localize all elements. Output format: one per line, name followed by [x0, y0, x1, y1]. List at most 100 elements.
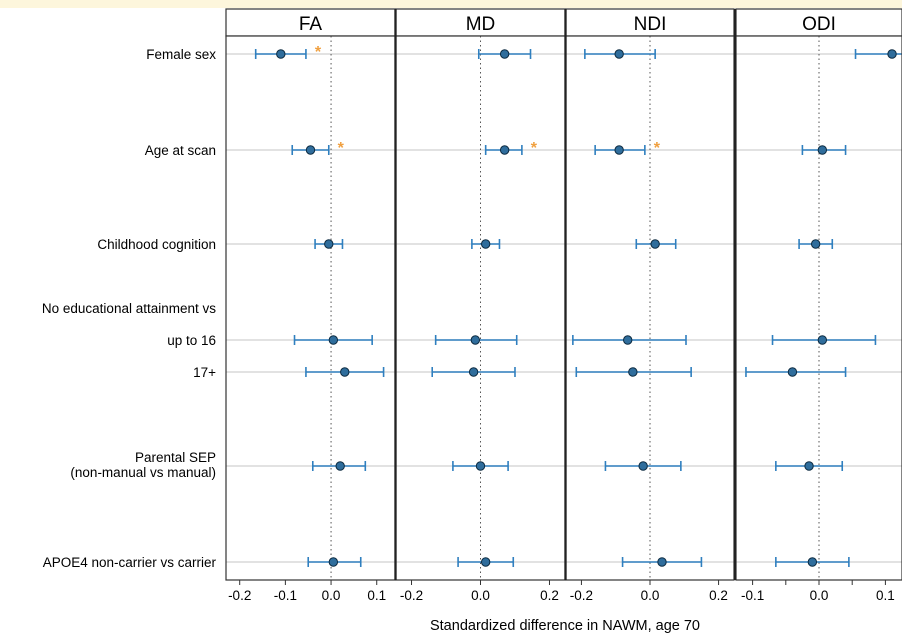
point-estimate	[499, 145, 510, 155]
point-estimate	[335, 461, 345, 471]
panel-strip-fa	[225, 8, 396, 37]
tick-label: 0.0	[471, 588, 490, 603]
estimate-md-apoe	[457, 557, 515, 567]
tick-label: 0.2	[540, 588, 559, 603]
x-axis-ndi: -0.2 0.0 0.2	[570, 580, 728, 603]
estimate-fa-sep	[311, 461, 367, 471]
estimate-odi-age	[801, 145, 847, 155]
tick-label: -0.1	[274, 588, 297, 603]
point-estimate	[614, 49, 624, 59]
point-estimate	[804, 461, 814, 471]
panel-strip-ndi	[565, 8, 735, 37]
row-label-sep-line-0: Parental SEP	[135, 450, 216, 465]
panels: FA * * -0.2 -0.1 0.0 0.1 MD * -0.2 0.0 0.2 NDI * -0.2 0…	[225, 8, 902, 603]
row-label-sep-line-1: (non-manual vs manual)	[70, 465, 216, 480]
point-estimate	[807, 557, 818, 567]
x-axis-odi: -0.1 0.0 0.1	[741, 580, 895, 603]
panel-md: MD * -0.2 0.0 0.2	[395, 8, 566, 603]
point-estimate	[475, 461, 486, 471]
tick-label: 0.1	[367, 588, 386, 603]
x-axis-title: Standardized difference in NAWM, age 70	[430, 618, 700, 634]
point-estimate	[480, 557, 491, 567]
top-band	[0, 0, 902, 8]
estimate-md-age: *	[484, 140, 538, 157]
panel-title-odi: ODI	[802, 14, 836, 35]
significance-star: *	[654, 140, 661, 157]
point-estimate	[480, 239, 491, 249]
estimate-fa-age: *	[291, 140, 345, 157]
tick-label: 0.0	[641, 588, 660, 603]
estimate-fa-edu16	[293, 335, 373, 345]
point-estimate	[499, 49, 510, 59]
row-labels: Female sex Age at scan Childhood cognition…	[42, 47, 217, 570]
x-axis-md: -0.2 0.0 0.2	[400, 580, 559, 603]
point-estimate	[623, 335, 633, 345]
row-label-cog: Childhood cognition	[97, 237, 216, 252]
point-estimate	[614, 145, 624, 155]
row-label-edu_header: No educational attainment vs	[42, 301, 216, 316]
estimate-odi-apoe	[775, 557, 850, 567]
estimate-odi-edu17	[745, 367, 847, 377]
point-estimate	[340, 367, 350, 377]
panel-title-md: MD	[466, 14, 496, 35]
panel-fa: FA * * -0.2 -0.1 0.0 0.1	[225, 8, 396, 603]
estimate-fa-apoe	[307, 557, 362, 567]
point-estimate	[817, 335, 828, 345]
tick-label: -0.2	[228, 588, 251, 603]
estimate-ndi-edu17	[575, 367, 692, 377]
row-label-apoe: APOE4 non-carrier vs carrier	[43, 555, 217, 570]
tick-label: -0.2	[400, 588, 423, 603]
estimate-odi-edu16	[771, 335, 877, 345]
x-axis-fa: -0.2 -0.1 0.0 0.1	[228, 580, 386, 603]
point-estimate	[810, 239, 821, 249]
point-estimate	[470, 335, 481, 345]
estimate-ndi-edu16	[572, 335, 687, 345]
point-estimate	[787, 367, 798, 377]
point-estimate	[650, 239, 660, 249]
point-estimate	[638, 461, 648, 471]
point-estimate	[305, 145, 316, 155]
point-estimate	[887, 49, 897, 59]
significance-star: *	[315, 44, 322, 61]
estimate-ndi-apoe	[621, 557, 703, 567]
estimate-odi-female: *	[854, 49, 902, 59]
estimate-md-edu17	[431, 367, 516, 377]
estimate-md-female	[477, 49, 532, 59]
estimate-fa-cog	[314, 239, 344, 249]
estimate-odi-cog	[798, 239, 834, 249]
point-estimate	[657, 557, 667, 567]
tick-label: -0.2	[570, 588, 593, 603]
estimate-fa-edu17	[305, 367, 385, 377]
tick-label: 0.0	[810, 588, 829, 603]
estimate-md-cog	[471, 239, 501, 249]
estimate-ndi-sep	[604, 461, 682, 471]
point-estimate	[468, 367, 479, 377]
point-estimate	[328, 557, 339, 567]
significance-star: *	[531, 140, 538, 157]
point-estimate	[324, 239, 334, 249]
panel-title-fa: FA	[299, 14, 323, 35]
row-label-female: Female sex	[146, 47, 216, 62]
estimate-md-sep	[452, 461, 509, 471]
panel-title-ndi: NDI	[634, 14, 667, 35]
estimate-md-edu16	[434, 335, 518, 345]
estimate-odi-sep	[775, 461, 844, 471]
tick-label: 0.1	[876, 588, 895, 603]
panel-ndi: NDI * -0.2 0.0 0.2	[565, 8, 735, 603]
tick-label: 0.2	[709, 588, 728, 603]
point-estimate	[628, 367, 638, 377]
row-label-edu17: 17+	[193, 365, 216, 380]
significance-star: *	[338, 140, 345, 157]
row-label-edu16: up to 16	[167, 333, 216, 348]
estimate-fa-female: *	[254, 44, 322, 61]
estimate-ndi-age: *	[594, 140, 661, 157]
panel-odi: ODI * -0.1 0.0 0.1	[735, 8, 902, 603]
estimate-ndi-cog	[635, 239, 677, 249]
point-estimate	[276, 49, 286, 59]
tick-label: 0.0	[322, 588, 341, 603]
estimate-ndi-female	[584, 49, 656, 59]
point-estimate	[817, 145, 828, 155]
tick-label: -0.1	[741, 588, 764, 603]
row-label-age: Age at scan	[145, 143, 216, 158]
